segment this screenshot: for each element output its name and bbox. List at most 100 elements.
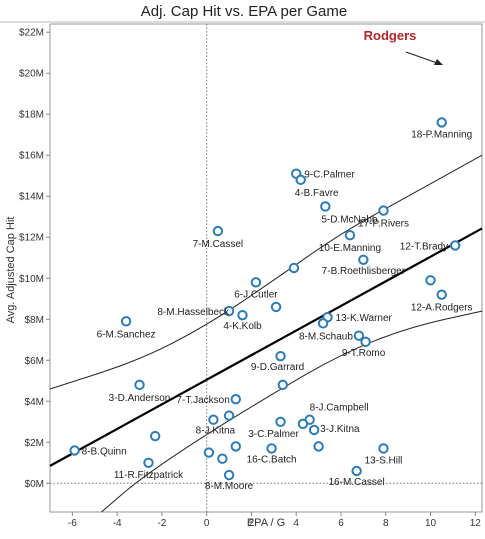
band-lower: [101, 310, 483, 513]
data-point[interactable]: [317, 318, 329, 329]
data-point[interactable]: [436, 117, 447, 128]
point-label: 12-T.Brady: [400, 241, 448, 252]
point-labels: 18-P.Manning 9-C.Palmer 4-B.Favre 5-D.McNab…: [82, 129, 473, 492]
point-label: 16-C.Batch: [247, 454, 297, 465]
y-tick-label: $2M: [25, 438, 44, 449]
point-label: 4-B.Favre: [295, 188, 339, 199]
point-label: 16-M.Cassel: [329, 477, 385, 488]
data-point[interactable]: [275, 350, 286, 362]
x-tick-label: -4: [113, 518, 122, 529]
y-tick-label: $4M: [25, 397, 44, 408]
data-point[interactable]: [223, 410, 235, 421]
x-tick-label: 4: [293, 518, 299, 529]
data-point[interactable]: [320, 201, 331, 212]
y-tick-label: $0M: [25, 479, 44, 490]
x-axis: -6 -4 -2 0 2 4 6 8 10 12: [68, 512, 481, 529]
trend-line-path: [49, 227, 483, 467]
data-point[interactable]: [270, 301, 282, 313]
point-label: 3-J.Kitna: [320, 424, 360, 435]
data-point[interactable]: [212, 225, 224, 237]
point-label: 8-B.Quinn: [82, 446, 127, 457]
point-label: 18-P.Manning: [411, 129, 472, 140]
x-tick-label: 6: [338, 518, 344, 529]
data-point[interactable]: [230, 394, 241, 405]
y-tick-label: $6M: [25, 356, 44, 367]
data-point[interactable]: [150, 430, 161, 442]
data-points: [69, 117, 461, 481]
data-point[interactable]: [313, 441, 324, 452]
band-upper: [49, 154, 483, 390]
data-point[interactable]: [203, 447, 215, 458]
data-point[interactable]: [134, 379, 145, 391]
y-tick-label: $8M: [25, 315, 44, 326]
y-tick-label: $14M: [19, 192, 44, 203]
data-point[interactable]: [353, 330, 365, 341]
data-point[interactable]: [275, 416, 286, 427]
x-tick-label: 2: [249, 518, 255, 529]
y-tick-label: $16M: [19, 151, 44, 162]
data-point[interactable]: [288, 262, 300, 274]
data-point[interactable]: [308, 424, 320, 436]
point-label: 7-T.Jackson: [176, 395, 229, 406]
data-point[interactable]: [277, 379, 288, 391]
point-label: 8-M.Moore: [205, 481, 254, 492]
point-label: 17-P.Rivers: [358, 219, 409, 230]
data-point[interactable]: [344, 229, 356, 241]
data-point[interactable]: [351, 465, 362, 477]
data-point[interactable]: [266, 443, 277, 454]
x-tick-label: -6: [68, 518, 77, 529]
point-label: 13-S.Hill: [365, 455, 403, 466]
point-label: 8-J.Campbell: [310, 403, 369, 414]
annotation-arrow: [405, 51, 441, 65]
x-tick-label: 0: [204, 518, 210, 529]
x-tick-label: -2: [157, 518, 166, 529]
data-point[interactable]: [223, 469, 235, 481]
data-point[interactable]: [69, 445, 80, 456]
y-tick-label: $18M: [19, 110, 44, 121]
data-point[interactable]: [230, 441, 241, 452]
data-point[interactable]: [143, 457, 154, 468]
data-point[interactable]: [120, 316, 132, 327]
x-tick-label: 8: [383, 518, 389, 529]
point-label: 3-D.Anderson: [109, 393, 171, 404]
data-point[interactable]: [223, 305, 235, 317]
x-axis-title: EPA / G: [247, 517, 285, 529]
data-point[interactable]: [360, 336, 371, 348]
data-point[interactable]: [295, 174, 306, 186]
data-point[interactable]: [297, 418, 309, 430]
zero-lines: [50, 24, 482, 512]
y-axis: $0M $2M $4M $6M $8M $10M $12M $14M $16M $18M $20M $…: [19, 28, 50, 490]
point-label: 5-D.McNabb: [321, 214, 378, 225]
point-label: 7-M.Cassel: [193, 239, 244, 250]
point-label: 9-T.Romo: [342, 348, 386, 359]
data-point[interactable]: [378, 443, 389, 454]
data-point[interactable]: [217, 453, 228, 464]
point-label: 6-J.Cutler: [234, 289, 278, 300]
annotation-text: Rodgers: [364, 28, 417, 43]
data-point[interactable]: [237, 309, 248, 321]
data-point[interactable]: [449, 240, 461, 251]
data-point[interactable]: [425, 275, 436, 286]
y-tick-label: $12M: [19, 233, 44, 244]
rodgers-annotation: Rodgers: [364, 28, 443, 65]
data-point[interactable]: [250, 277, 262, 288]
point-label: 9-D.Garrard: [251, 362, 304, 373]
confidence-band: [49, 154, 483, 513]
data-point[interactable]: [358, 254, 369, 265]
chart-title: Adj. Cap Hit vs. EPA per Game: [141, 3, 347, 20]
data-point[interactable]: [378, 205, 389, 216]
y-tick-label: $10M: [19, 274, 44, 285]
trend-line: [49, 227, 483, 467]
point-label: 8-J.Kitna: [196, 426, 236, 437]
annotation-arrowhead: [434, 59, 443, 65]
data-point[interactable]: [436, 289, 447, 300]
y-tick-label: $22M: [19, 28, 44, 39]
data-point[interactable]: [208, 414, 219, 425]
point-label: 9-C.Palmer: [304, 170, 355, 181]
x-tick-label: 10: [425, 518, 437, 529]
point-label: 8-M.Schaub: [299, 332, 353, 343]
point-label: 6-M.Sanchez: [97, 329, 156, 340]
x-tick-label: 12: [470, 518, 482, 529]
